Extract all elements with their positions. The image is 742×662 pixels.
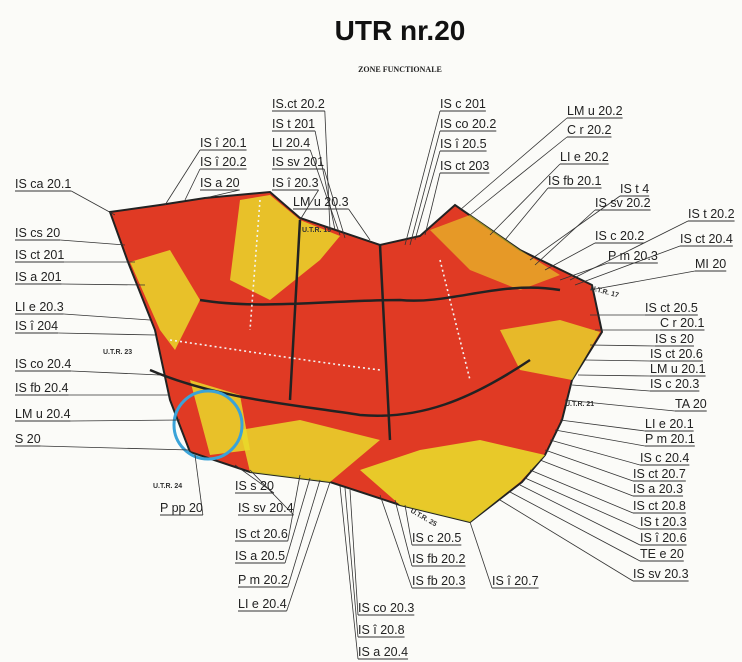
zone-label: IS fb 20.1 [548, 174, 602, 188]
subtitle: ZONE FUNCTIONALE [358, 65, 442, 74]
zone-label: IS ct 20.5 [645, 301, 698, 315]
zone-label: P m 20.1 [645, 432, 695, 446]
zone-label: IS î 20.1 [200, 136, 247, 150]
zone-label: IS ct 201 [15, 248, 64, 262]
zone-label: IS ct 20.6 [235, 527, 288, 541]
zone-label: IS a 20 [200, 176, 240, 190]
zone-label: IS.ct 20.2 [272, 97, 325, 111]
zone-label: IS ct 20.8 [633, 499, 686, 513]
title: UTR nr.20 [335, 15, 466, 46]
zone-label: IS c 20.3 [650, 377, 699, 391]
zone-label: MI 20 [695, 257, 726, 271]
zone-label: IS sv 20.4 [238, 501, 294, 515]
zone-label: LI e 20.1 [645, 417, 694, 431]
zone-label: IS fb 20.3 [412, 574, 466, 588]
zone-label: IS î 20.3 [272, 176, 319, 190]
zone-label: LI e 20.3 [15, 300, 64, 314]
utr-label: U.T.R. 23 [103, 349, 132, 356]
zone-label: LI 20.4 [272, 136, 310, 150]
zone-label: IS c 201 [440, 97, 486, 111]
zone-label: IS ct 20.4 [680, 232, 733, 246]
zone-label: IS ct 203 [440, 159, 489, 173]
zone-label: LM u 20.3 [293, 195, 349, 209]
zone-label: IS cs 20 [15, 226, 60, 240]
zone-label: IS ct 20.6 [650, 347, 703, 361]
zone-label: LI e 20.2 [560, 150, 609, 164]
zone-label: LM u 20.4 [15, 407, 71, 421]
zone-label: IS t 20.3 [640, 515, 687, 529]
zone-label: IS c 20.5 [412, 531, 461, 545]
zone-label: P m 20.2 [238, 573, 288, 587]
zone-label: IS sv 20.3 [633, 567, 689, 581]
zone-label: IS î 20.2 [200, 155, 247, 169]
zone-label: P m 20.3 [608, 249, 658, 263]
zone-label: IS î 20.5 [440, 137, 487, 151]
zone-label: IS c 20.2 [595, 229, 644, 243]
zone-label: IS ct 20.7 [633, 467, 686, 481]
zone-label: IS t 20.2 [688, 207, 735, 221]
zone-label: TA 20 [675, 397, 707, 411]
zone-label: LI e 20.4 [238, 597, 287, 611]
map-page: UTR nr.20 ZONE FUNCTIONALE IS.ct 20.2 IS … [0, 0, 742, 662]
zone-label: P pp 20 [160, 501, 203, 515]
zone-label: IS t 201 [272, 117, 315, 131]
zone-label: IS sv 201 [272, 155, 324, 169]
zone-label: IS s 20 [235, 479, 274, 493]
zone-label: IS ca 20.1 [15, 177, 71, 191]
zone-label: IS c 20.4 [640, 451, 689, 465]
utr-label: U.T.R. 21 [565, 401, 594, 408]
zone-label: IS î 20.7 [492, 574, 539, 588]
zone-label: IS î 20.8 [358, 623, 405, 637]
zone-label: IS a 20.3 [633, 482, 683, 496]
zone-label: TE e 20 [640, 547, 684, 561]
zone-label: IS î 204 [15, 319, 58, 333]
zone-label: S 20 [15, 432, 41, 446]
zone-label: IS co 20.3 [358, 601, 414, 615]
zone-label: C r 20.2 [567, 123, 612, 137]
utr-label: U.T.R. 24 [153, 483, 182, 490]
utr-label: U.T.R. 19 [302, 227, 331, 234]
zone-label: IS î 20.6 [640, 531, 687, 545]
zone-label: C r 20.1 [660, 316, 705, 330]
zone-label: IS a 20.4 [358, 645, 408, 659]
zone-label: IS co 20.2 [440, 117, 496, 131]
zone-label: IS fb 20.4 [15, 381, 69, 395]
zone-label: IS a 20.5 [235, 549, 285, 563]
zone-label: IS fb 20.2 [412, 552, 466, 566]
zone-label: LM u 20.1 [650, 362, 706, 376]
zone-label: IS co 20.4 [15, 357, 71, 371]
zone-label: LM u 20.2 [567, 104, 623, 118]
zone-label: IS a 201 [15, 270, 62, 284]
zone-label: IS s 20 [655, 332, 694, 346]
zone-label: IS t 4 [620, 182, 649, 196]
zone-label: IS sv 20.2 [595, 196, 651, 210]
